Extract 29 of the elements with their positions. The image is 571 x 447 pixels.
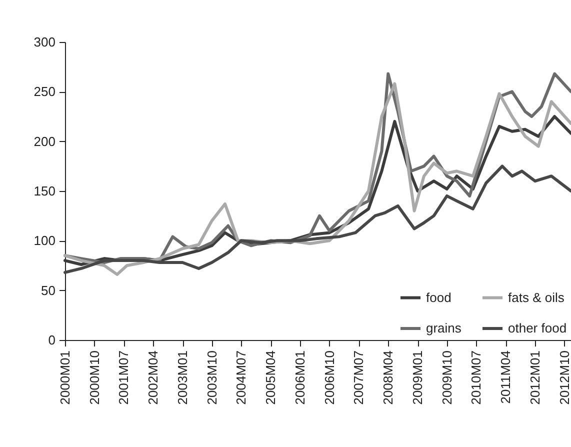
x-tick-label: 2003M10 — [204, 350, 220, 405]
x-tick-label: 2002M04 — [146, 350, 161, 405]
x-tick-label: 2004M07 — [234, 350, 249, 405]
y-tick-label: 200 — [34, 134, 56, 149]
legend-label: grains — [426, 320, 462, 336]
x-tick-label: 2000M01 — [58, 350, 72, 405]
legend-label: other food — [508, 320, 567, 336]
x-tick-label: 2001M07 — [116, 350, 132, 405]
y-tick-label: 50 — [41, 282, 56, 298]
x-tick-label: 2012M01 — [528, 350, 543, 405]
x-tick-label: 2009M01 — [410, 350, 426, 405]
legend-label: fats & oils — [508, 290, 565, 305]
x-tick-label: 2007M07 — [351, 350, 366, 405]
x-tick-label: 2006M10 — [322, 350, 337, 405]
y-tick-label: 300 — [34, 34, 56, 50]
y-tick-label: 250 — [34, 84, 56, 100]
x-tick-label: 2005M04 — [263, 350, 278, 405]
x-tick-label: 2009M10 — [439, 350, 454, 405]
y-tick-label: 100 — [34, 233, 56, 248]
x-tick-label: 2006M01 — [292, 350, 308, 405]
x-tick-label: 2008M04 — [380, 350, 396, 405]
x-tick-label: 2003M01 — [175, 350, 190, 405]
y-tick-label: 150 — [34, 184, 56, 198]
x-tick-label: 2012M10 — [556, 350, 571, 405]
x-tick-label: 2000M10 — [86, 350, 102, 405]
x-tick-label: 2011M04 — [498, 350, 514, 404]
x-tick-label: 2010M07 — [468, 350, 484, 405]
legend-label: food — [426, 290, 452, 305]
y-tick-label: 0 — [48, 332, 56, 348]
